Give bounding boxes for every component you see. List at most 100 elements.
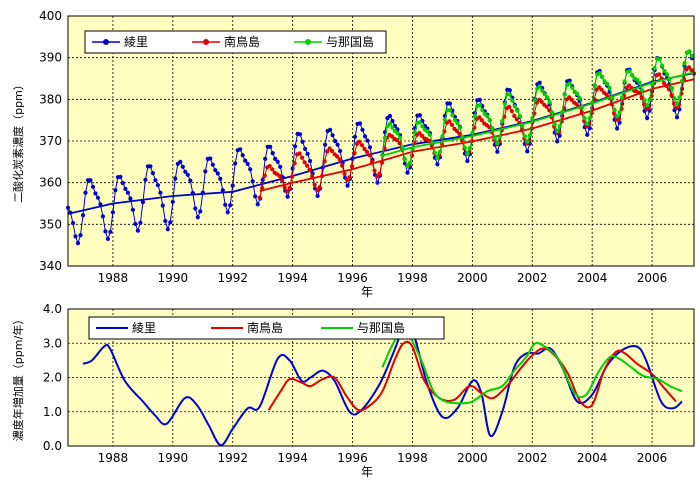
y-tick-label: 370 [39, 134, 62, 148]
data-point-南鳥島 [479, 118, 484, 123]
data-point-綾里 [195, 215, 200, 220]
data-point-南鳥島 [315, 188, 320, 193]
x-tick-label: 1992 [217, 271, 248, 285]
data-point-南鳥島 [267, 163, 272, 169]
data-point-綾里 [268, 144, 273, 149]
data-point-与那国島 [689, 53, 695, 59]
data-point-南鳥島 [292, 161, 297, 166]
data-point-与那国島 [620, 95, 625, 100]
data-point-綾里 [165, 227, 170, 232]
data-point-綾里 [173, 176, 178, 181]
data-point-綾里 [303, 146, 308, 151]
y-tick-label: 1.0 [43, 405, 62, 419]
data-point-与那国島 [465, 151, 470, 156]
data-point-綾里 [68, 210, 73, 215]
data-point-南鳥島 [260, 186, 265, 191]
series-与那国島 [381, 331, 683, 405]
data-point-南鳥島 [302, 160, 307, 165]
data-point-綾里 [365, 138, 370, 143]
data-point-南鳥島 [397, 141, 402, 146]
data-point-与那国島 [537, 84, 542, 89]
gridlines [68, 309, 694, 446]
data-point-南鳥島 [262, 173, 267, 178]
data-point-綾里 [495, 149, 500, 154]
data-point-綾里 [135, 228, 140, 233]
data-point-南鳥島 [307, 167, 312, 172]
data-point-綾里 [328, 127, 333, 132]
data-point-南鳥島 [514, 117, 519, 122]
data-point-与那国島 [630, 73, 635, 78]
data-point-綾里 [447, 101, 452, 106]
data-point-綾里 [108, 229, 113, 234]
data-point-与那国島 [532, 98, 537, 103]
x-axis-label: 年 [361, 465, 373, 479]
data-point-綾里 [250, 179, 255, 184]
data-point-与那国島 [492, 136, 497, 141]
data-point-南鳥島 [547, 108, 552, 113]
data-point-南鳥島 [330, 148, 335, 154]
data-point-南鳥島 [394, 138, 400, 143]
data-point-与那国島 [477, 103, 482, 108]
data-point-綾里 [128, 196, 133, 201]
data-point-与那国島 [669, 86, 675, 91]
data-point-与那国島 [677, 95, 682, 100]
data-point-綾里 [143, 177, 148, 182]
data-point-綾里 [323, 142, 328, 147]
data-point-南鳥島 [379, 160, 385, 165]
x-tick-label: 1990 [158, 451, 189, 465]
data-point-綾里 [315, 193, 320, 199]
data-point-綾里 [285, 194, 290, 199]
data-point-南鳥島 [285, 189, 290, 194]
data-point-南鳥島 [539, 99, 544, 104]
data-point-与那国島 [400, 145, 405, 150]
data-point-与那国島 [682, 61, 687, 66]
data-point-綾里 [537, 80, 542, 85]
data-point-南鳥島 [280, 178, 285, 183]
data-point-綾里 [507, 88, 512, 93]
data-point-与那国島 [612, 107, 617, 112]
data-point-南鳥島 [337, 157, 342, 162]
data-point-与那国島 [380, 153, 385, 158]
data-point-綾里 [567, 78, 572, 83]
data-point-与那国島 [635, 77, 640, 82]
x-tick-label: 2006 [637, 451, 668, 465]
data-point-与那国島 [557, 124, 562, 129]
data-point-与那国島 [645, 103, 650, 108]
data-point-南鳥島 [377, 171, 382, 176]
data-point-綾里 [188, 178, 193, 183]
data-point-南鳥島 [257, 195, 262, 200]
data-point-与那国島 [490, 126, 495, 131]
data-point-綾里 [435, 162, 440, 167]
data-point-綾里 [305, 151, 310, 156]
x-tick-label: 1988 [98, 271, 129, 285]
data-point-綾里 [160, 203, 165, 208]
data-point-与那国島 [587, 116, 592, 121]
data-point-綾里 [193, 206, 198, 211]
data-point-南鳥島 [637, 90, 642, 95]
data-point-綾里 [405, 170, 410, 175]
data-point-綾里 [170, 199, 175, 204]
legend-label-南鳥島: 南鳥島 [224, 34, 260, 49]
data-point-綾里 [228, 203, 233, 208]
x-tick-label: 1998 [397, 271, 428, 285]
data-point-与那国島 [487, 118, 492, 123]
data-point-与那国島 [600, 75, 605, 80]
data-point-与那国島 [657, 57, 662, 62]
data-point-綾里 [198, 209, 203, 214]
data-point-綾里 [465, 158, 470, 164]
data-point-綾里 [155, 183, 160, 188]
data-point-綾里 [105, 236, 110, 241]
data-point-綾里 [253, 194, 258, 199]
data-point-綾里 [255, 202, 260, 207]
plot-area-frame [67, 15, 695, 267]
data-point-南鳥島 [345, 177, 350, 182]
data-point-与那国島 [585, 121, 590, 126]
data-point-綾里 [233, 161, 238, 166]
data-point-与那国島 [495, 141, 500, 146]
data-point-綾里 [270, 151, 275, 156]
data-point-南鳥島 [282, 185, 287, 190]
data-point-南鳥島 [447, 119, 452, 124]
data-point-与那国島 [452, 118, 457, 123]
data-point-南鳥島 [457, 131, 462, 136]
